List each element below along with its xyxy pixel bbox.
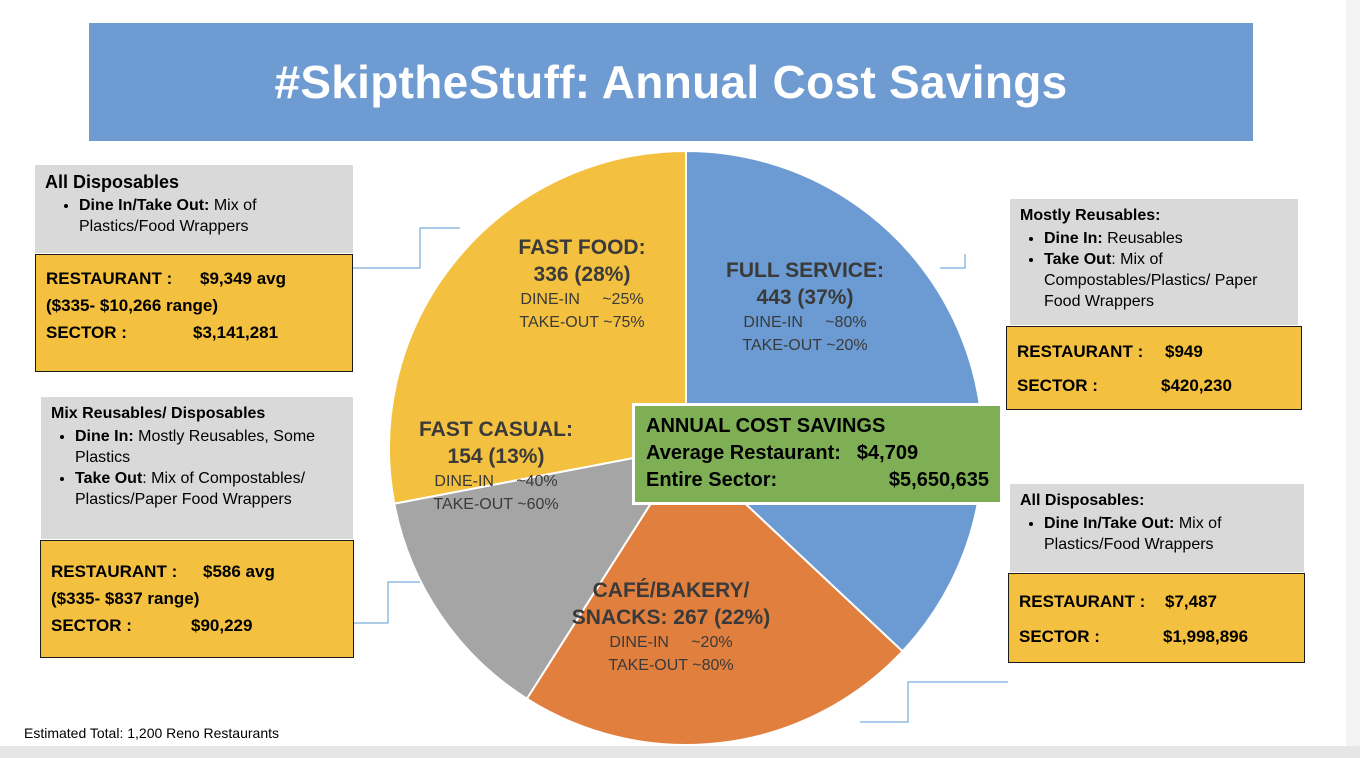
restaurant-label: RESTAURANT : xyxy=(1017,342,1144,361)
page-title: #SkiptheStuff: Annual Cost Savings xyxy=(274,56,1068,108)
leader-line-cafe xyxy=(860,681,1008,723)
restaurant-value: $7,487 xyxy=(1165,592,1217,611)
entire-sector-value: $5,650,635 xyxy=(888,469,989,491)
take-out-share: TAKE-OUT ~60% xyxy=(433,496,559,513)
bottom-scrollbar[interactable] xyxy=(0,746,1360,758)
full-service-description: Mostly Reusables: Dine In: Reusables Tak… xyxy=(1010,199,1298,325)
restaurant-value: $9,349 avg xyxy=(200,269,287,288)
range-text: ($335- $10,266 range) xyxy=(46,296,218,315)
slice-count: 154 (13%) xyxy=(447,445,545,468)
slice-name: FULL SERVICE: xyxy=(726,259,884,282)
list-item: Dine In: Reusables xyxy=(1044,228,1288,249)
description-heading: Mostly Reusables: xyxy=(1020,207,1161,224)
description-heading: All Disposables xyxy=(45,172,180,192)
fast-food-savings: RESTAURANT : $9,349 avg ($335- $10,266 ra… xyxy=(35,254,353,372)
summary-heading: ANNUAL COST SAVINGS xyxy=(646,415,886,437)
full-service-savings: RESTAURANT : $949 SECTOR : $420,230 xyxy=(1006,326,1302,410)
leader-line-fast-casual xyxy=(353,581,420,624)
sector-label: SECTOR : xyxy=(46,323,127,342)
annual-cost-savings-box: ANNUAL COST SAVINGS Average Restaurant: … xyxy=(632,403,1003,505)
slice-count: 443 (37%) xyxy=(756,286,854,309)
description-list: Dine In: Reusables Take Out: Mix of Comp… xyxy=(1020,228,1288,312)
sector-label: SECTOR : xyxy=(1017,376,1098,395)
sector-value: $90,229 xyxy=(191,616,253,635)
description-heading: Mix Reusables/ Disposables xyxy=(51,405,266,422)
entire-sector-label: Entire Sector: xyxy=(646,469,778,491)
dine-in-share: DINE-IN ~40% xyxy=(434,473,558,490)
take-out-share: TAKE-OUT ~80% xyxy=(608,657,734,674)
avg-restaurant-label: Average Restaurant: xyxy=(646,442,841,464)
description-list: Dine In: Mostly Reusables, Some Plastics… xyxy=(51,426,343,510)
avg-restaurant-value: $4,709 xyxy=(856,442,919,464)
description-heading: All Disposables: xyxy=(1020,492,1145,509)
cafe-description: All Disposables: Dine In/Take Out: Mix o… xyxy=(1010,484,1304,572)
slice-name: FAST FOOD: xyxy=(518,236,646,259)
fast-food-description: All Disposables Dine In/Take Out: Mix of… xyxy=(35,165,353,253)
sector-value: $420,230 xyxy=(1161,376,1232,395)
slice-name: FAST CASUAL: xyxy=(419,418,573,441)
pie-slice-fast-food xyxy=(388,149,687,505)
take-out-share: TAKE-OUT ~75% xyxy=(519,314,645,331)
description-list: Dine In/Take Out: Mix of Plastics/Food W… xyxy=(45,195,343,237)
slice-label-full-service: FULL SERVICE: 443 (37%) DINE-IN ~80% TAK… xyxy=(700,257,910,357)
sector-value: $3,141,281 xyxy=(193,323,279,342)
dine-in-share: DINE-IN ~25% xyxy=(520,291,644,308)
restaurant-label: RESTAURANT : xyxy=(46,269,173,288)
footnote: Estimated Total: 1,200 Reno Restaurants xyxy=(24,725,280,741)
title-banner: #SkiptheStuff: Annual Cost Savings xyxy=(89,23,1253,141)
slice-count: SNACKS: 267 (22%) xyxy=(571,606,771,629)
dine-in-share: DINE-IN ~20% xyxy=(609,634,733,651)
list-item: Dine In/Take Out: Mix of Plastics/Food W… xyxy=(1044,513,1294,555)
list-item: Take Out: Mix of Compostables/ Plastics/… xyxy=(75,468,343,510)
leader-line-fast-food xyxy=(353,227,460,269)
list-item: Take Out: Mix of Compostables/Plastics/ … xyxy=(1044,249,1288,312)
pie-slice-full-service xyxy=(685,149,984,653)
leader-line-full-service xyxy=(940,254,966,269)
slice-name: CAFÉ/BAKERY/ xyxy=(592,579,750,602)
cafe-savings: RESTAURANT : $7,487 SECTOR : $1,998,896 xyxy=(1008,573,1305,663)
restaurant-label: RESTAURANT : xyxy=(1019,592,1146,611)
sector-value: $1,998,896 xyxy=(1163,627,1249,646)
list-item: Dine In: Mostly Reusables, Some Plastics xyxy=(75,426,343,468)
slice-label-fast-food: FAST FOOD: 336 (28%) DINE-IN ~25% TAKE-O… xyxy=(482,234,682,334)
restaurant-value: $586 avg xyxy=(203,562,275,581)
restaurant-value: $949 xyxy=(1165,342,1203,361)
range-text: ($335- $837 range) xyxy=(51,589,200,608)
pie-slice-fast-casual xyxy=(393,446,689,701)
take-out-share: TAKE-OUT ~20% xyxy=(742,337,868,354)
fast-casual-savings: RESTAURANT : $586 avg ($335- $837 range) … xyxy=(40,540,354,658)
page-edge xyxy=(1346,0,1360,746)
list-item: Dine In/Take Out: Mix of Plastics/Food W… xyxy=(79,195,343,237)
fast-casual-description: Mix Reusables/ Disposables Dine In: Most… xyxy=(41,397,353,539)
pie-slice-caf-bakery-snacks xyxy=(525,446,904,746)
leader-lines xyxy=(353,227,1008,723)
dine-in-share: DINE-IN ~80% xyxy=(743,314,867,331)
sector-label: SECTOR : xyxy=(51,616,132,635)
sector-label: SECTOR : xyxy=(1019,627,1100,646)
slice-count: 336 (28%) xyxy=(533,263,631,286)
slice-label-fast-casual: FAST CASUAL: 154 (13%) DINE-IN ~40% TAKE… xyxy=(396,416,596,516)
restaurant-label: RESTAURANT : xyxy=(51,562,178,581)
slice-label-cafe: CAFÉ/BAKERY/ SNACKS: 267 (22%) DINE-IN ~… xyxy=(546,577,796,677)
description-list: Dine In/Take Out: Mix of Plastics/Food W… xyxy=(1020,513,1294,555)
